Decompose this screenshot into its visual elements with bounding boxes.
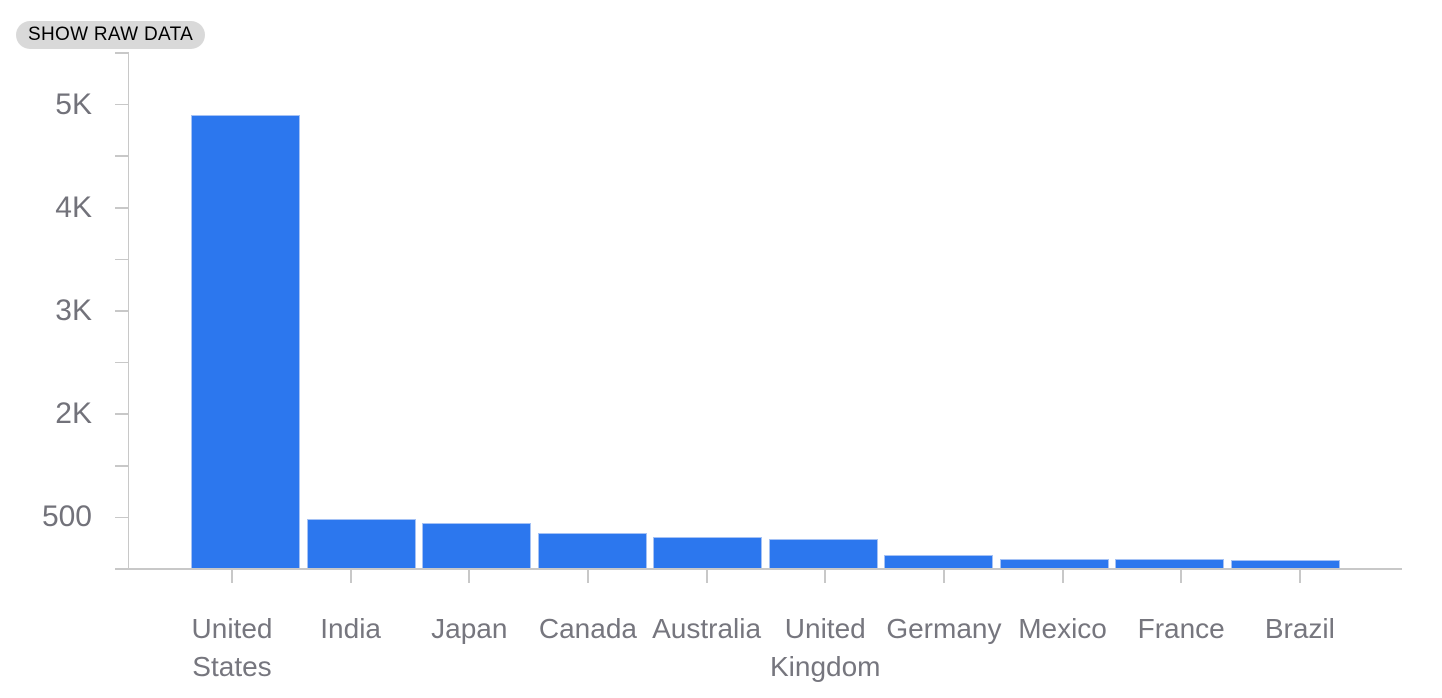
y-axis-tick — [115, 516, 129, 519]
y-axis-label: 4K — [55, 190, 92, 224]
y-axis-label: 5K — [55, 87, 92, 121]
x-axis-label: Brazil — [1264, 613, 1335, 644]
x-axis-line — [115, 568, 1402, 570]
y-axis-tick — [115, 310, 129, 312]
bar-germany[interactable] — [884, 554, 994, 568]
y-axis-tick — [115, 103, 129, 106]
y-axis-tick — [115, 207, 129, 209]
bar-mexico[interactable] — [999, 559, 1109, 568]
x-axis-label: United Kingdom — [769, 613, 881, 682]
bar-australia[interactable] — [653, 537, 763, 568]
y-axis-tick — [115, 52, 129, 54]
x-axis-tick — [468, 569, 471, 583]
x-axis-label: Australia — [652, 613, 762, 644]
bar-france[interactable] — [1115, 559, 1225, 568]
y-axis-tick — [115, 465, 129, 467]
y-axis-tick — [115, 361, 129, 364]
y-axis-tick — [115, 155, 129, 157]
bar-united-kingdom[interactable] — [768, 539, 878, 568]
x-axis-tick — [586, 569, 589, 583]
x-axis-tick — [349, 569, 352, 583]
x-axis-label: India — [320, 613, 381, 644]
x-axis-tick — [231, 569, 233, 583]
x-axis-label: Japan — [431, 613, 508, 644]
bar-united-states[interactable] — [191, 114, 300, 568]
x-axis-label: Mexico — [1018, 613, 1107, 644]
x-axis-label: United States — [191, 613, 273, 682]
x-axis-label: Germany — [886, 613, 1002, 644]
x-axis-label: France — [1137, 613, 1225, 644]
x-axis-tick — [1298, 569, 1301, 583]
y-axis-label: 500 — [41, 500, 92, 534]
bar-canada[interactable] — [537, 532, 647, 568]
y-axis-tick — [115, 258, 129, 261]
show-raw-data-button[interactable]: SHOW RAW DATA — [16, 21, 206, 49]
bar-brazil[interactable] — [1230, 560, 1340, 568]
bar-india[interactable] — [306, 518, 416, 568]
x-axis-tick — [1061, 569, 1064, 583]
y-axis-label: 3K — [55, 294, 92, 327]
x-axis-tick — [824, 569, 827, 583]
x-axis-label: Canada — [538, 613, 637, 644]
y-axis-tick — [115, 413, 129, 415]
bar-japan[interactable] — [422, 523, 532, 568]
x-axis-tick — [942, 569, 945, 583]
y-axis-label: 2K — [55, 397, 92, 431]
x-axis-tick — [705, 569, 708, 583]
x-axis-tick — [1180, 569, 1183, 583]
